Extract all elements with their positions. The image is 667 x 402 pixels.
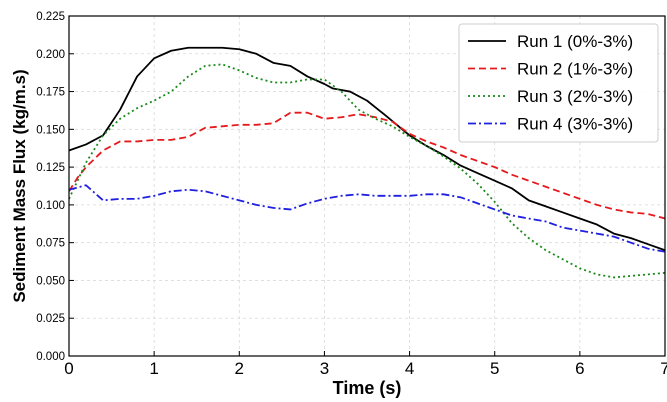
series-line-run-1 (69, 46, 665, 252)
y-tick-labels: 0.000 0.025 0.050 0.075 0.100 0.125 0.150 0.175… (36, 11, 65, 363)
y-tick-label: 0.225 (36, 11, 65, 23)
x-axis-label: Time (s) (333, 378, 402, 398)
series-line-run-3 (69, 63, 665, 279)
x-tick-label: 2 (235, 359, 244, 378)
x-tick-label: 4 (405, 359, 414, 378)
y-tick-label: 0.100 (36, 200, 65, 212)
series-line-run-4 (69, 184, 665, 253)
legend-label-run-3: Run 3 (2%-3%) (517, 87, 633, 106)
legend-label-run-4: Run 4 (3%-3%) (517, 115, 633, 134)
y-axis-label: Sediment Mass Flux (kg/m.s) (10, 69, 29, 302)
x-tick-label: 3 (320, 359, 329, 378)
y-tick-label: 0.125 (36, 162, 65, 174)
x-tick-label: 7 (660, 359, 667, 378)
x-tick-label: 1 (149, 359, 158, 378)
y-tick-label: 0.075 (36, 238, 65, 250)
y-tick-label: 0.150 (36, 124, 65, 136)
x-tick-label: 5 (490, 359, 499, 378)
y-tick-label: 0.050 (36, 275, 65, 287)
axis-ticks (68, 15, 666, 357)
legend-label-run-2: Run 2 (1%-3%) (517, 60, 633, 79)
series-lines (69, 46, 665, 279)
x-tick-label: 0 (64, 359, 73, 378)
legend: Run 1 (0%-3%) Run 2 (1%-3%) Run 3 (2%-3%) R… (458, 23, 659, 143)
y-tick-label: 0.175 (36, 87, 65, 99)
legend-label-run-1: Run 1 (0%-3%) (517, 32, 633, 51)
y-tick-label: 0.000 (36, 351, 65, 363)
legend-box (458, 23, 659, 143)
x-tick-label: 6 (575, 359, 584, 378)
y-tick-label: 0.025 (36, 313, 65, 325)
y-tick-label: 0.200 (36, 49, 65, 61)
plot-frame (68, 15, 666, 357)
x-tick-labels: 0 1 2 3 4 5 6 7 (64, 359, 667, 378)
